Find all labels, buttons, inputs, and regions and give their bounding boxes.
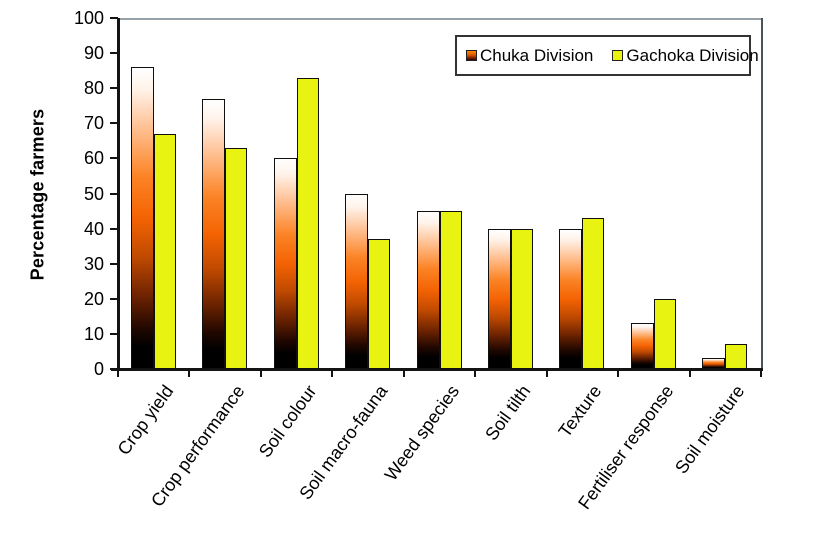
gachoka-series-swatch-icon — [612, 50, 624, 61]
bar-gachoka-division-soil-macro-fauna — [368, 239, 391, 369]
y-tick — [110, 17, 118, 19]
plot-border-top — [118, 18, 763, 20]
legend: Chuka Division Gachoka Division — [455, 35, 759, 76]
x-tick — [545, 369, 548, 377]
y-tick — [110, 368, 118, 370]
x-axis-label: Crop yield — [113, 381, 178, 459]
bar-gachoka-division-soil-colour — [296, 77, 319, 369]
bar-gachoka-division-crop-performance — [225, 147, 248, 369]
x-axis-label: Weed species — [380, 381, 463, 485]
y-tick — [110, 52, 118, 55]
x-tick — [760, 369, 762, 377]
legend-label-gachoka: Gachoka Division — [626, 45, 759, 65]
bar-gachoka-division-texture — [582, 218, 605, 369]
x-axis-label: Soil tilth — [481, 381, 535, 445]
y-tick-label: 70 — [83, 113, 104, 134]
bar-chuka-division-fertiliser-response — [630, 323, 654, 369]
y-tick — [110, 122, 118, 125]
plot-border-right — [761, 18, 763, 369]
bar-gachoka-division-soil-tilth — [510, 228, 533, 369]
bar-chuka-division-texture — [559, 228, 583, 369]
x-tick — [331, 369, 334, 377]
y-tick — [110, 262, 118, 265]
bar-chuka-division-soil-tilth — [487, 228, 511, 369]
x-axis-label: Soil colour — [254, 381, 320, 462]
y-tick-label: 60 — [83, 148, 104, 169]
y-tick-label: 50 — [83, 183, 104, 204]
x-tick — [117, 369, 119, 377]
x-tick — [617, 369, 620, 377]
y-tick-label: 40 — [83, 218, 104, 239]
y-tick-label: 80 — [83, 78, 104, 99]
chuka-series-swatch-icon — [466, 50, 477, 61]
x-axis-line — [111, 368, 763, 371]
y-tick — [110, 87, 118, 90]
y-tick — [110, 192, 118, 195]
legend-item-chuka: Chuka Division — [466, 46, 593, 66]
y-tick — [110, 297, 118, 300]
bar-gachoka-division-fertiliser-response — [653, 298, 676, 369]
bar-chuka-division-weed-species — [416, 211, 440, 369]
y-tick — [110, 157, 118, 160]
y-tick — [110, 227, 118, 230]
y-tick-label: 100 — [73, 8, 104, 28]
bar-chuka-division-crop-performance — [202, 98, 226, 369]
y-axis-line — [117, 18, 120, 371]
legend-label-chuka: Chuka Division — [480, 45, 594, 65]
x-axis-label: Soil moisture — [671, 381, 749, 478]
bar-gachoka-division-crop-yield — [153, 133, 176, 369]
x-tick — [188, 369, 191, 377]
bar-gachoka-division-weed-species — [439, 211, 462, 369]
bar-chuka-division-crop-yield — [130, 67, 154, 369]
x-tick — [688, 369, 691, 377]
x-tick — [402, 369, 405, 377]
y-tick-label: 30 — [83, 253, 104, 274]
x-axis-label: Texture — [554, 381, 606, 441]
y-tick-label: 0 — [93, 359, 104, 379]
x-tick — [474, 369, 477, 377]
x-tick — [259, 369, 262, 377]
bar-gachoka-division-soil-moisture — [725, 344, 748, 369]
legend-item-gachoka: Gachoka Division — [612, 45, 759, 66]
y-tick-label: 10 — [83, 323, 104, 344]
y-tick-label: 20 — [83, 288, 104, 309]
bar-chuka-division-soil-macro-fauna — [345, 193, 369, 369]
bar-chuka-division-soil-moisture — [702, 358, 726, 369]
y-tick-label: 90 — [83, 43, 104, 64]
y-tick — [110, 332, 118, 335]
bar-chuka-division-soil-colour — [273, 158, 297, 369]
